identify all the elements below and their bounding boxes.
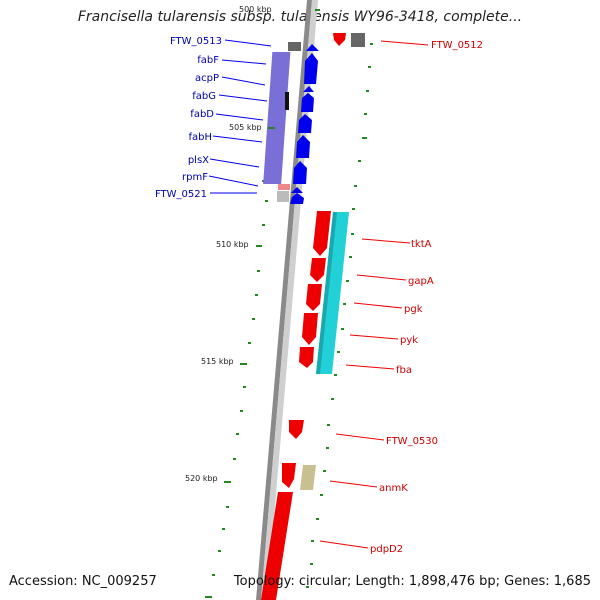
gene-arrow-fabD — [298, 114, 312, 133]
gene-label-gapA[interactable]: gapA — [408, 276, 434, 287]
tick-label: 505 kbp — [229, 123, 262, 132]
gene-arrow-fabF — [304, 53, 318, 84]
gene-label-fabD[interactable]: fabD — [190, 109, 214, 120]
gene-label-fabG[interactable]: fabG — [192, 91, 216, 102]
gene-label-fabH[interactable]: fabH — [188, 132, 212, 143]
gene-arrow-fabH — [296, 135, 310, 158]
gene-arrow-anmK — [282, 463, 296, 488]
gene-label-pyk[interactable]: pyk — [400, 335, 418, 346]
gene-arrow-plsX — [293, 161, 307, 184]
genome-summary-label: Topology: circular; Length: 1,898,476 bp… — [233, 574, 591, 589]
gene-label-fabF[interactable]: fabF — [197, 55, 219, 66]
tick-label: 510 kbp — [216, 240, 249, 249]
gene-arrow-FTW_0513 — [306, 44, 319, 51]
gene-label-rpmF[interactable]: rpmF — [182, 172, 208, 183]
gene-arrow-tktA — [313, 211, 331, 256]
cog-block-lipid — [263, 52, 291, 184]
gene-label-pgk[interactable]: pgk — [404, 304, 423, 315]
gene-label-FTW_0513[interactable]: FTW_0513 — [170, 36, 222, 47]
gene-arrow-pgk — [306, 284, 322, 311]
gene-arrow-fabG — [301, 93, 314, 112]
tick-label: 500 kbp — [239, 5, 272, 14]
gene-label-anmK[interactable]: anmK — [379, 483, 408, 494]
gene-arrow-pyk — [302, 313, 318, 345]
forward-gene-track — [290, 44, 319, 204]
gc-marks — [205, 43, 373, 598]
gene-label-pdpD2[interactable]: pdpD2 — [370, 544, 403, 555]
gene-label-FTW_0530[interactable]: FTW_0530 — [386, 436, 438, 447]
cog-block-unknown — [300, 465, 316, 490]
forward-leaders — [208, 39, 272, 194]
gene-label-FTW_0521[interactable]: FTW_0521 — [155, 189, 207, 200]
tick-label: 515 kbp — [201, 357, 234, 366]
gene-arrow-fba — [299, 347, 314, 368]
accession-label: Accession: NC_009257 — [9, 574, 157, 589]
gene-label-fba[interactable]: fba — [396, 365, 412, 376]
map-title: Francisella tularensis subsp. tularensis… — [77, 9, 523, 25]
gene-arrow-FTW_0530 — [289, 420, 304, 439]
gene-arrow-FTW_0512 — [333, 33, 346, 46]
gene-label-FTW_0512[interactable]: FTW_0512 — [431, 40, 483, 51]
reverse-leaders — [319, 40, 429, 549]
tick-label: 520 kbp — [185, 474, 218, 483]
gene-label-tktA[interactable]: tktA — [411, 239, 432, 250]
gene-arrow-pdpD2 — [261, 492, 293, 600]
gene-label-acpP[interactable]: acpP — [195, 73, 219, 84]
tick-marks — [268, 9, 320, 129]
gene-arrow-gapA — [310, 258, 326, 282]
gene-arrow-FTW_0521 — [290, 193, 304, 204]
gene-arrow-acpP — [303, 86, 314, 92]
reverse-gene-track — [261, 33, 365, 600]
gene-label-plsX[interactable]: plsX — [188, 155, 209, 166]
gene-arrow-rpmF — [291, 187, 303, 193]
